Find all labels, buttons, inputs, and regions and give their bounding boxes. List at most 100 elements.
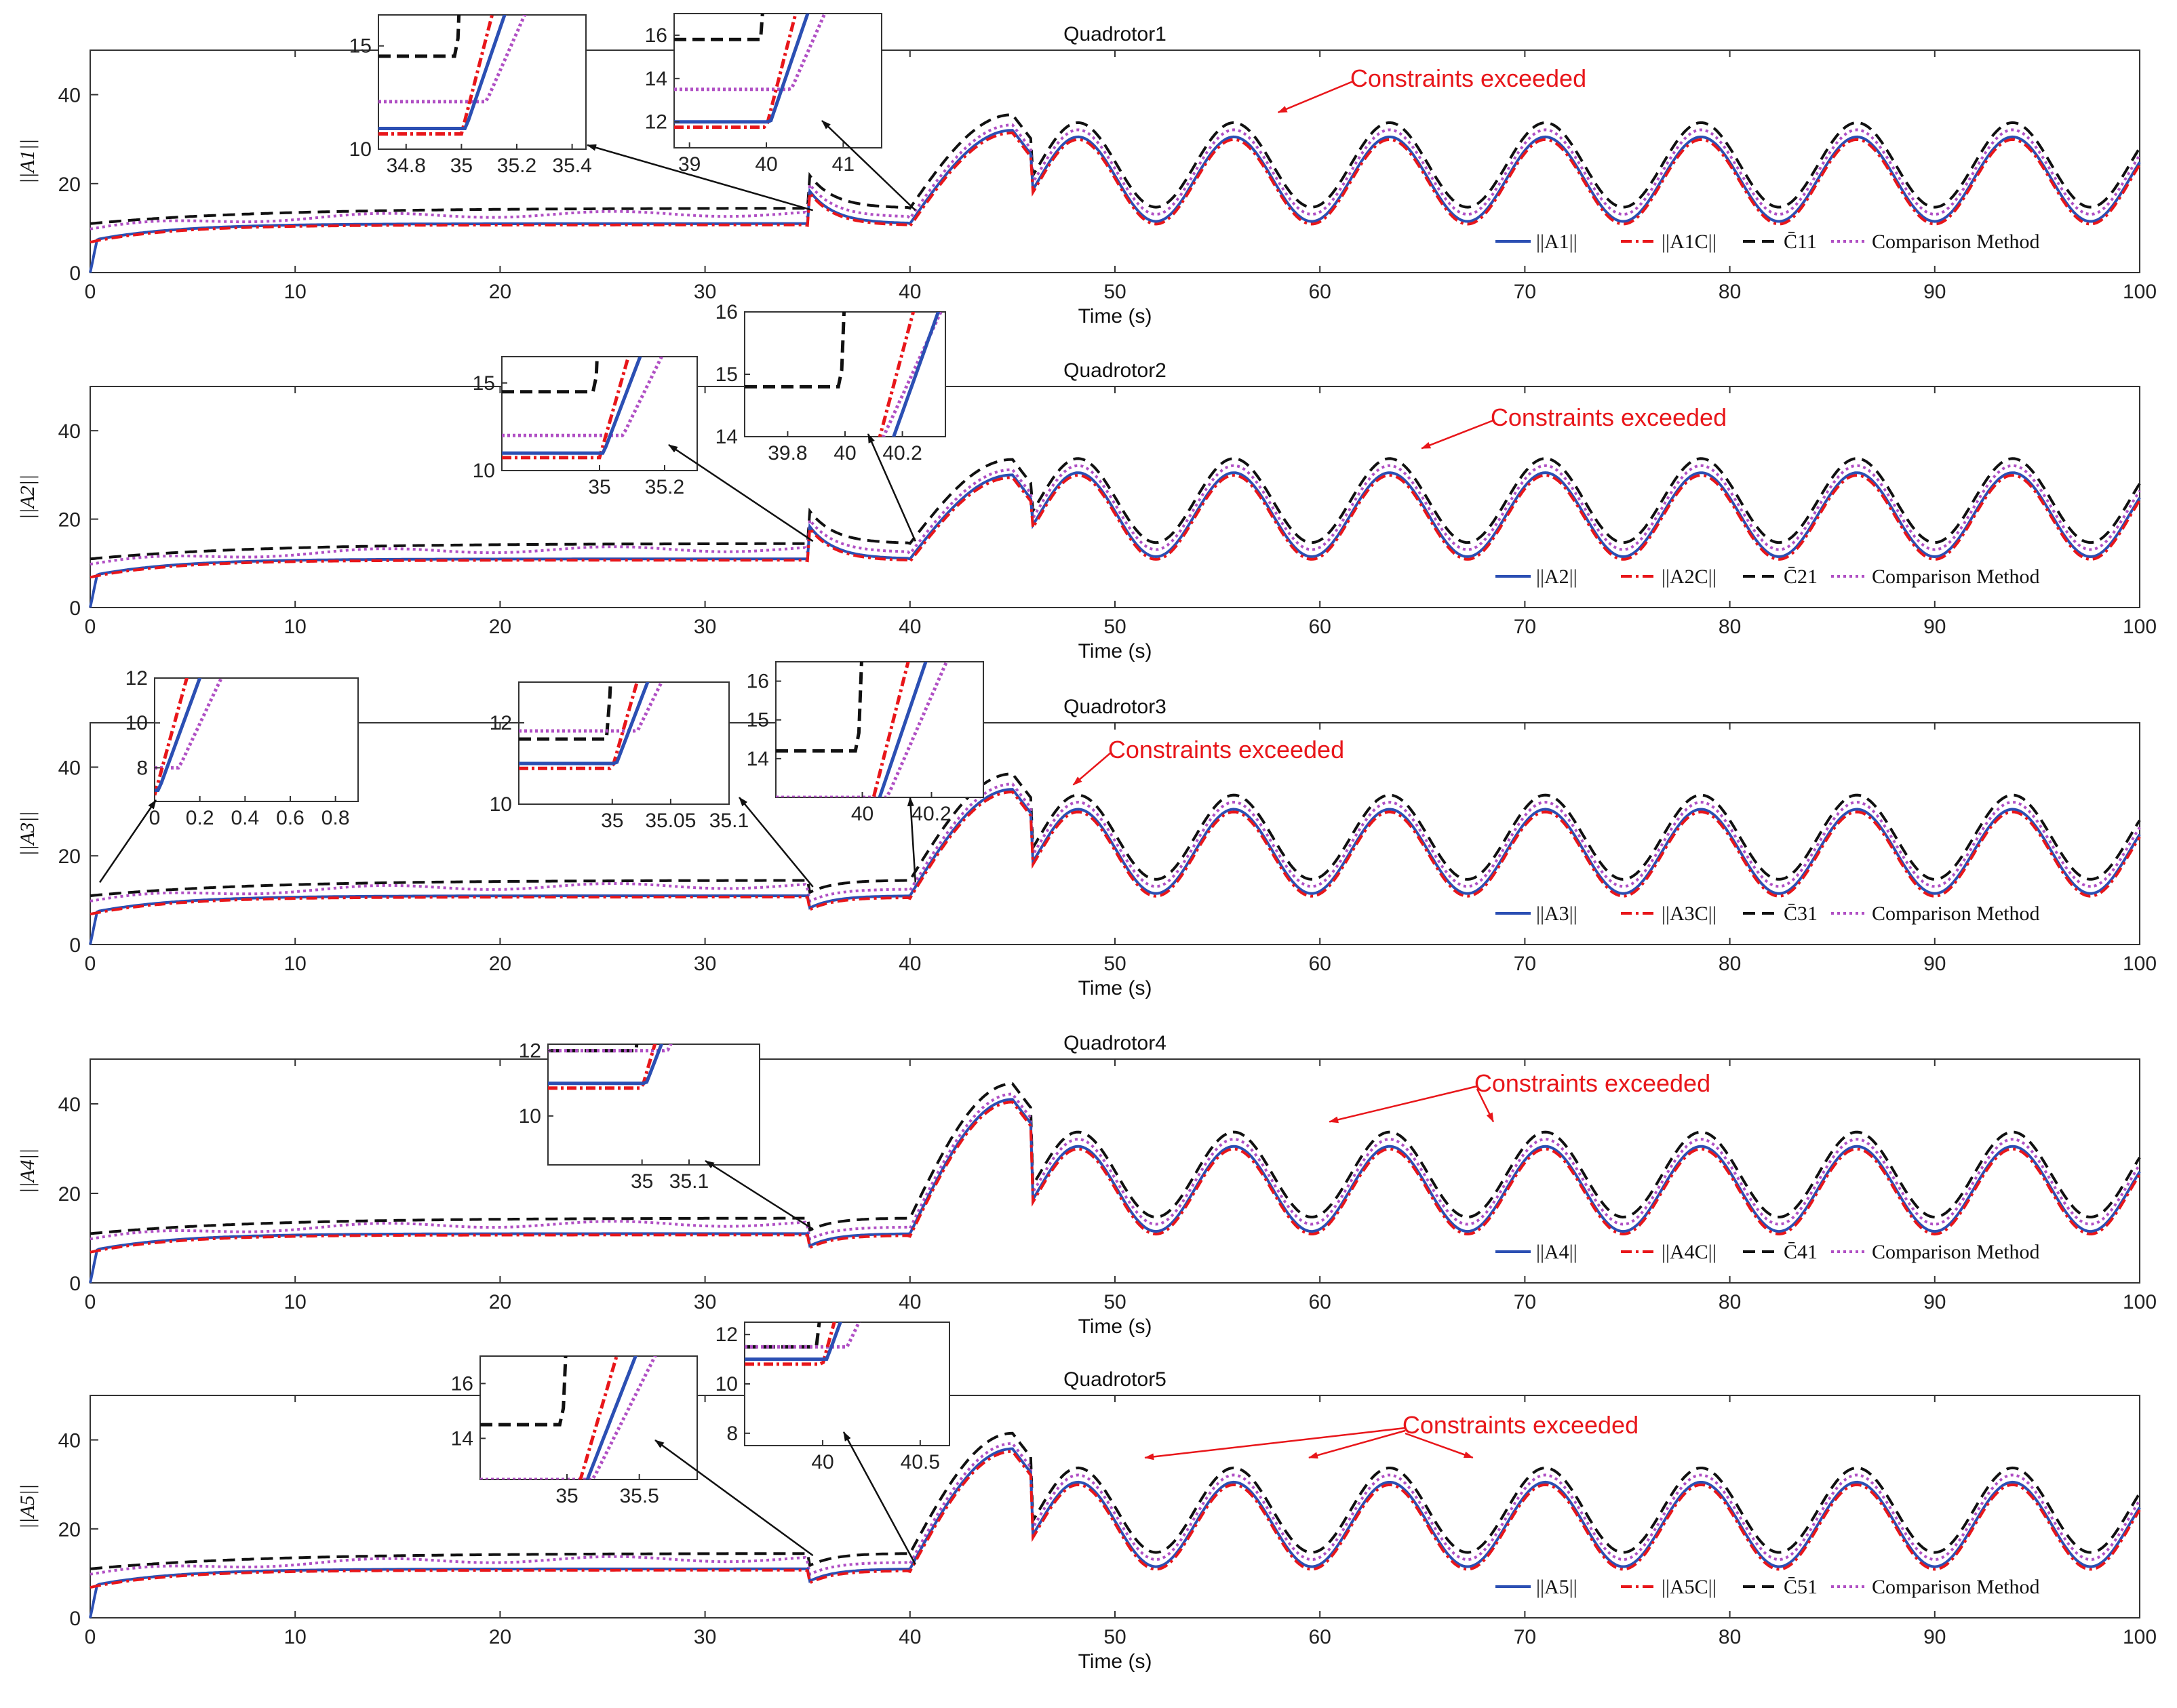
series-norm-c-line <box>90 790 2141 916</box>
x-tick-label: 90 <box>1923 1626 1946 1648</box>
inset-x-tick-label: 34.8 <box>387 155 426 177</box>
inset-frame <box>744 311 946 437</box>
inset-y-tick-label: 12 <box>715 1324 738 1346</box>
annotation-text: Constraints exceeded <box>1474 1069 1710 1097</box>
inset-pointer-arrow <box>705 1159 814 1230</box>
x-tick-label: 90 <box>1923 1291 1946 1313</box>
x-tick-label: 60 <box>1309 281 1331 303</box>
y-tick-label: 0 <box>69 1608 81 1630</box>
series-bound-line <box>90 1431 2141 1570</box>
x-tick-label: 60 <box>1309 1291 1331 1313</box>
legend: ||A2|| ||A2C|| C̄21 Comparison Method <box>1495 565 2040 588</box>
legend-label: ||A3C|| <box>1662 902 1717 925</box>
annotation-arrow <box>1277 80 1354 113</box>
x-tick-label: 70 <box>1514 1291 1536 1313</box>
inset-x-tick-label: 35.1 <box>669 1170 709 1193</box>
x-tick-label: 80 <box>1719 616 1741 638</box>
x-tick-label: 0 <box>85 953 96 975</box>
inset-x-tick-label: 40.2 <box>911 803 951 825</box>
inset-2: 39 40 41 12 14 16 <box>645 13 916 212</box>
x-tick-label: 90 <box>1923 281 1946 303</box>
x-tick-label: 40 <box>899 1291 921 1313</box>
inset-y-tick-label: 14 <box>715 426 738 448</box>
y-axis-label: ||A2|| <box>16 475 39 519</box>
inset-x-tick-label: 40 <box>755 153 777 176</box>
inset-x-tick-label: 35 <box>601 810 623 832</box>
inset-y-tick-label: 10 <box>490 793 512 816</box>
annotation-arrow <box>1329 1085 1478 1124</box>
inset-pointer-arrow <box>99 799 157 883</box>
inset-norm-c-line <box>548 1044 657 1090</box>
x-tick-label: 70 <box>1514 1626 1536 1648</box>
inset-lines <box>480 1356 657 1479</box>
x-tick-label: 100 <box>2123 281 2157 303</box>
y-axis-label: ||A3|| <box>16 811 39 856</box>
inset-x-tick-label: 0.6 <box>276 807 305 829</box>
series-norm-c-line <box>90 1450 2141 1589</box>
x-tick-label: 60 <box>1309 616 1331 638</box>
inset-comparison-line <box>519 682 664 733</box>
x-tick-label: 40 <box>899 616 921 638</box>
inset-lines <box>502 357 664 460</box>
inset-y-tick-label: 14 <box>747 748 769 770</box>
series-bound-line <box>90 1082 2141 1235</box>
x-tick-label: 80 <box>1719 1626 1741 1648</box>
inset-norm-line <box>745 1322 842 1362</box>
legend-label: C̄11 <box>1784 231 1817 253</box>
inset-comparison-line <box>745 1322 861 1349</box>
legend-label: Comparison Method <box>1872 231 2040 253</box>
inset-comparison-line <box>548 1044 673 1053</box>
inset-norm-line <box>155 678 202 792</box>
y-tick-label: 0 <box>69 1273 81 1295</box>
y-tick-label: 20 <box>58 1519 81 1541</box>
inset-1: 35 35.1 10 12 <box>519 1040 814 1230</box>
legend: ||A3|| ||A3C|| C̄31 Comparison Method <box>1495 902 2040 925</box>
inset-y-tick-label: 12 <box>645 111 667 134</box>
series-comparison-line <box>90 1442 2141 1576</box>
series-norm-c-line <box>90 1100 2141 1254</box>
inset-frame <box>154 677 359 802</box>
x-tick-label: 30 <box>694 1291 716 1313</box>
y-tick-label: 40 <box>58 85 81 107</box>
x-tick-label: 20 <box>489 1626 511 1648</box>
inset-y-tick-label: 16 <box>747 671 769 693</box>
y-tick-label: 20 <box>58 846 81 868</box>
inset-x-tick-label: 35 <box>555 1485 578 1507</box>
inset-norm-line <box>892 312 941 437</box>
inset-x-tick-label: 41 <box>832 153 855 176</box>
y-tick-label: 40 <box>58 1430 81 1452</box>
x-tick-label: 90 <box>1923 953 1946 975</box>
inset-y-tick-label: 14 <box>451 1427 473 1450</box>
legend-label: ||A3|| <box>1536 902 1577 925</box>
x-tick-label: 0 <box>85 281 96 303</box>
x-tick-label: 40 <box>899 953 921 975</box>
inset-x-tick-label: 0.4 <box>231 807 259 829</box>
y-tick-label: 0 <box>69 597 81 620</box>
annotation-arrow <box>1144 1427 1406 1461</box>
inset-x-tick-label: 35.2 <box>645 476 684 498</box>
chart-panel-5: Quadrotor5 0 10 20 30 40 50 60 70 80 90 100 0 20 40 Tim… <box>16 1322 2157 1673</box>
inset-x-tick-label: 40 <box>851 803 874 825</box>
x-tick-label: 80 <box>1719 281 1741 303</box>
legend-label: ||A4|| <box>1536 1241 1577 1263</box>
inset-frame <box>479 1355 698 1480</box>
inset-comparison-line <box>502 357 664 437</box>
inset-x-tick-label: 40.2 <box>882 442 922 464</box>
x-tick-label: 50 <box>1103 616 1126 638</box>
legend: ||A5|| ||A5C|| C̄51 Comparison Method <box>1495 1576 2040 1598</box>
inset-pointer-arrow <box>654 1439 814 1557</box>
inset-norm-line <box>502 357 642 455</box>
inset-norm-c-line <box>519 682 639 770</box>
inset-lines <box>378 15 527 136</box>
inset-x-tick-label: 39.8 <box>768 442 807 464</box>
inset-norm-line <box>519 682 650 766</box>
x-tick-label: 10 <box>284 281 307 303</box>
y-tick-label: 40 <box>58 757 81 779</box>
inset-lines <box>745 1322 861 1366</box>
x-tick-label: 20 <box>489 1291 511 1313</box>
x-tick-label: 100 <box>2123 616 2157 638</box>
series-norm-c-line <box>90 131 2141 244</box>
inset-y-tick-label: 16 <box>645 24 667 47</box>
